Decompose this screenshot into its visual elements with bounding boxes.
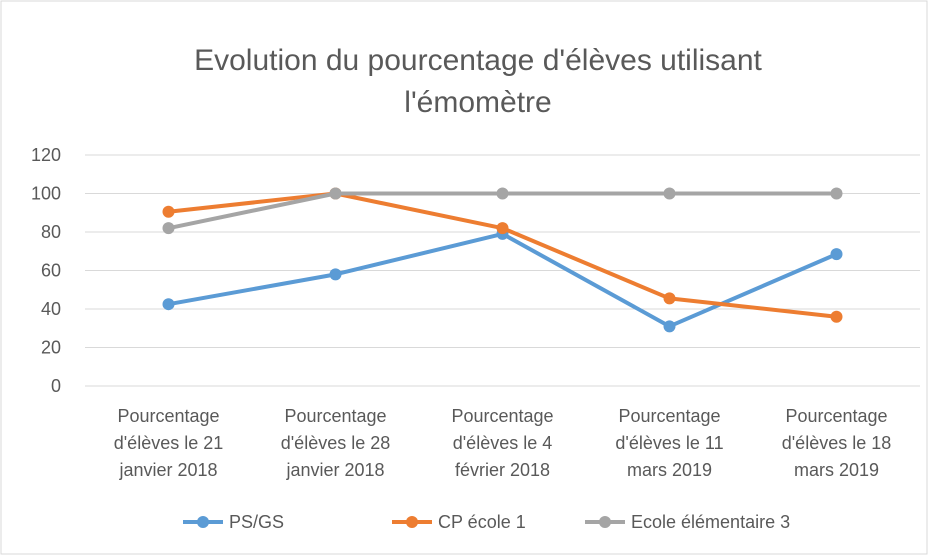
point [663,187,676,200]
point [496,187,509,200]
y-tick-label: 60 [41,261,61,281]
point [329,187,342,200]
point [830,187,843,200]
point [162,298,175,311]
point [830,310,843,323]
point [162,222,175,235]
legend-label: PS/GS [229,512,284,532]
point [663,292,676,305]
y-tick-label: 0 [51,376,61,396]
x-tick-label: Pourcentage d'élèves le 18 mars 2019 [782,406,892,480]
y-tick-label: 120 [31,145,61,165]
x-tick-label: Pourcentage d'élèves le 21 janvier 2018 [114,406,224,480]
y-tick-label: 80 [41,222,61,242]
x-tick-label: Pourcentage d'élèves le 28 janvier 2018 [281,406,391,480]
point [162,205,175,218]
chart-title: Evolution du pourcentage d'élèves utilis… [194,44,762,119]
legend-marker [406,516,418,528]
legend-label: CP école 1 [438,512,526,532]
point [830,248,843,261]
x-tick-label: Pourcentage d'élèves le 4 février 2018 [451,406,553,480]
point [329,268,342,281]
y-tick-label: 20 [41,338,61,358]
x-tick-label: Pourcentage d'élèves le 11 mars 2019 [615,406,723,480]
y-tick-label: 40 [41,299,61,319]
legend-marker [197,516,209,528]
point [663,320,676,333]
legend-label: Ecole élémentaire 3 [631,512,790,532]
legend-marker [599,516,611,528]
y-tick-label: 100 [31,184,61,204]
point [496,222,509,235]
